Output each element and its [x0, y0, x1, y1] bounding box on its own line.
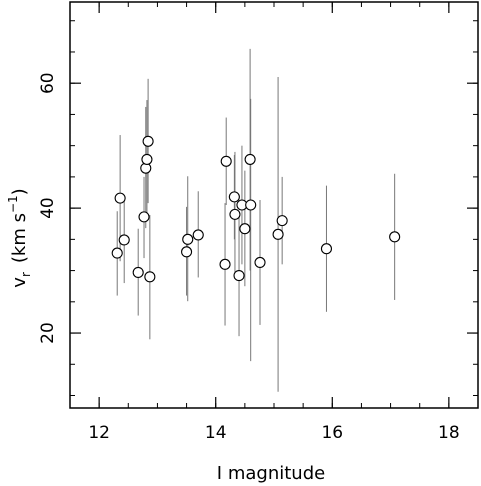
data-point — [111, 247, 123, 259]
y-tick-label: 60 — [38, 72, 58, 94]
plot-frame — [69, 1, 479, 409]
data-point — [219, 258, 231, 270]
y-axis-label-exp: −1 — [6, 195, 20, 213]
data-point — [181, 246, 193, 258]
data-point — [138, 211, 150, 223]
data-point — [244, 153, 256, 165]
data-point — [144, 271, 156, 283]
plot-axes — [69, 1, 479, 409]
data-point — [276, 215, 288, 227]
x-tick-label: 12 — [88, 423, 110, 443]
data-point — [141, 153, 153, 165]
data-point — [182, 233, 194, 245]
x-tick-label: 18 — [438, 423, 460, 443]
data-point — [233, 270, 245, 282]
error-bars — [116, 48, 396, 392]
x-tick-label: 16 — [321, 423, 343, 443]
data-point — [114, 192, 126, 204]
data-point — [245, 199, 257, 211]
tick-labels: 12 14 16 18 20 40 60 — [38, 72, 460, 443]
data-point — [389, 231, 401, 243]
data-point — [320, 243, 333, 255]
y-axis-label-sub: r — [19, 272, 33, 277]
y-axis-label-main: v — [9, 277, 30, 288]
x-tick-label: 14 — [205, 423, 227, 443]
data-point — [220, 155, 232, 167]
data-point — [229, 208, 241, 220]
y-axis-label-units: (km s — [9, 213, 30, 263]
data-point — [142, 135, 154, 147]
y-axis-label: vr (km s−1) — [6, 188, 33, 287]
data-point — [272, 228, 284, 240]
y-tick-label: 20 — [38, 322, 58, 344]
x-axis-label: I magnitude — [217, 463, 325, 484]
data-point — [118, 234, 130, 246]
data-point — [228, 191, 240, 203]
data-point — [192, 229, 204, 241]
y-axis-label-close: ) — [9, 188, 30, 195]
data-point — [132, 266, 144, 279]
data-point — [239, 223, 251, 235]
data-markers — [111, 135, 401, 283]
data-point — [254, 256, 266, 269]
y-tick-label: 40 — [38, 197, 58, 219]
